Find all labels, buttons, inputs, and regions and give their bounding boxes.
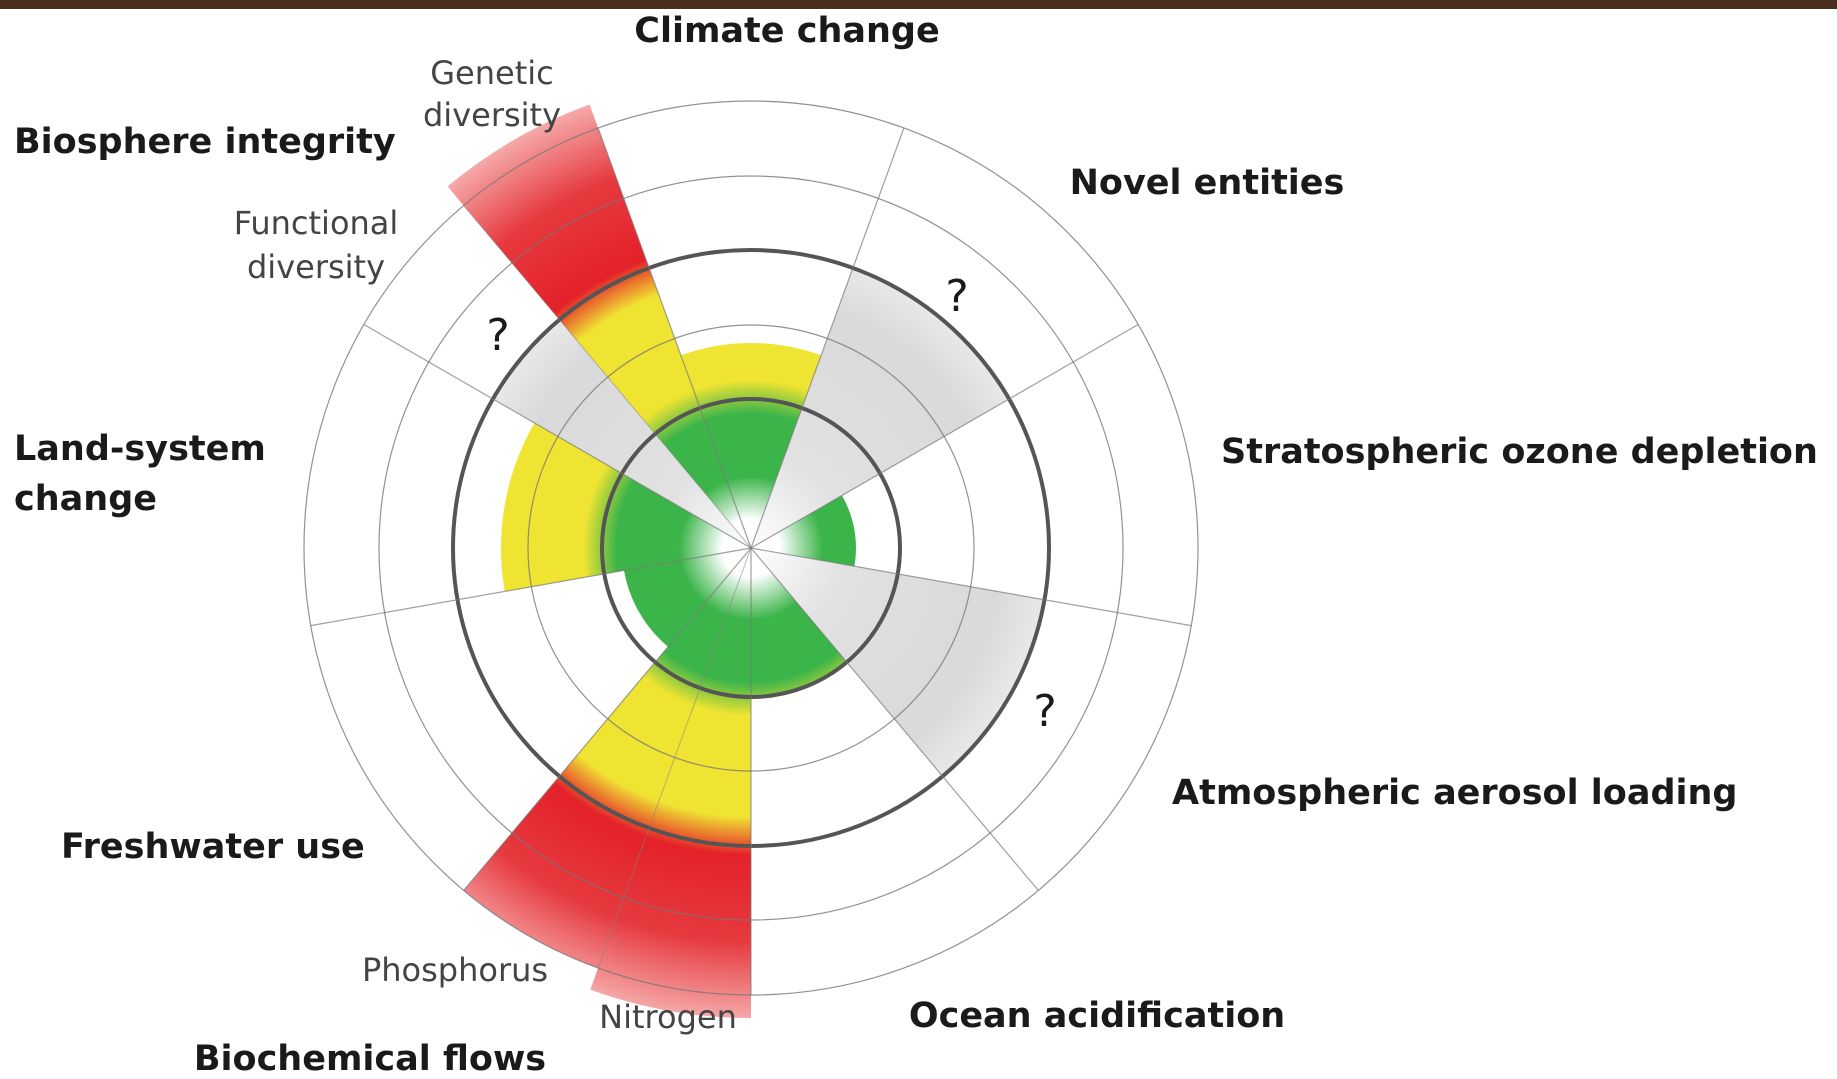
wedge bbox=[447, 104, 751, 548]
top-bar bbox=[0, 0, 1837, 9]
label: diversity bbox=[423, 96, 561, 134]
wedge bbox=[501, 423, 751, 592]
grid bbox=[303, 100, 1199, 996]
wedges bbox=[447, 104, 1046, 1018]
wedge bbox=[463, 548, 751, 969]
spoke bbox=[363, 323, 752, 549]
question-mark: ? bbox=[1033, 686, 1056, 737]
label: change bbox=[14, 479, 157, 519]
spoke bbox=[463, 547, 752, 891]
spoke bbox=[750, 547, 1039, 891]
wedge bbox=[751, 548, 1046, 778]
spoke bbox=[750, 547, 1192, 627]
label: Functional bbox=[234, 204, 399, 242]
spoke bbox=[463, 205, 752, 549]
label: Genetic bbox=[430, 54, 553, 92]
wedge bbox=[751, 267, 1010, 548]
spoke bbox=[597, 127, 752, 549]
wedge bbox=[680, 343, 822, 548]
label: Phosphorus bbox=[362, 951, 548, 989]
spoke bbox=[597, 547, 752, 969]
label: Freshwater use bbox=[61, 827, 365, 867]
spoke bbox=[310, 547, 752, 627]
label: Ocean acidification bbox=[909, 996, 1285, 1036]
label: Novel entities bbox=[1070, 163, 1345, 203]
spoke bbox=[750, 127, 905, 549]
question-mark: ? bbox=[945, 271, 968, 322]
label: Atmospheric aerosol loading bbox=[1172, 773, 1737, 813]
wedge bbox=[751, 495, 856, 567]
label: Nitrogen bbox=[599, 998, 737, 1036]
label: Biochemical flows bbox=[194, 1039, 546, 1079]
wedge bbox=[623, 548, 751, 647]
wedge bbox=[751, 548, 849, 699]
spoke bbox=[750, 323, 1139, 549]
wedge bbox=[492, 318, 751, 548]
label: Land-system bbox=[14, 429, 266, 469]
label: Climate change bbox=[634, 11, 939, 51]
label: diversity bbox=[247, 248, 385, 286]
question-mark: ? bbox=[486, 310, 509, 361]
label: Stratospheric ozone depletion bbox=[1221, 432, 1818, 472]
label: Biosphere integrity bbox=[14, 122, 396, 162]
